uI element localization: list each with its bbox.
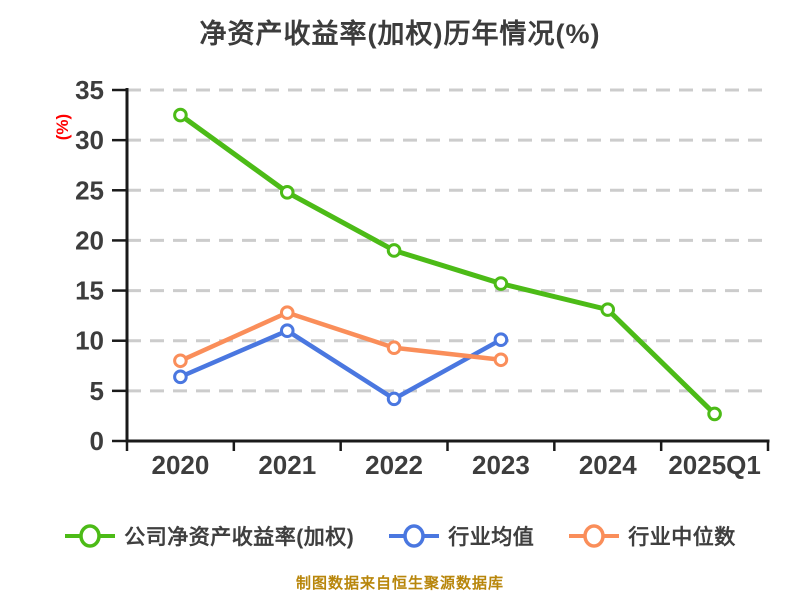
company-roe-weighted-data-point-marker — [279, 184, 295, 200]
legend-item-industry-median: 行业中位数 — [568, 521, 736, 551]
industry-median-legend-marker-icon — [569, 524, 620, 548]
company-roe-weighted-data-point-marker — [386, 243, 402, 258]
y-tick-label: 0 — [90, 426, 104, 456]
company-roe-legend-marker-icon — [65, 524, 116, 548]
industry-average-data-point-marker — [386, 391, 402, 407]
industry-average-data-point-marker — [173, 369, 188, 385]
company-roe-weighted-data-point-marker — [493, 276, 509, 291]
chart-title: 净资产收益率(加权)历年情况(%) — [199, 19, 601, 49]
y-tick-label: 35 — [75, 75, 104, 105]
company-roe-weighted-line — [177, 112, 718, 417]
y-tick-label: 10 — [75, 326, 104, 356]
industry-median-data-point-marker — [279, 305, 295, 320]
data-source-note: 制图数据来自恒生聚源数据库 — [295, 575, 504, 592]
x-tick-label: 2021 — [258, 450, 316, 480]
legend-label-industry-median: 行业中位数 — [628, 526, 736, 549]
chart-legend: 公司净资产收益率(加权) 行业均值 行业中位数 — [0, 518, 800, 554]
legend-item-company-roe: 公司净资产收益率(加权) — [64, 521, 354, 551]
x-tick-label: 2023 — [472, 450, 530, 480]
company-roe-weighted-data-point-marker — [600, 302, 616, 317]
industry-median-line — [178, 310, 504, 364]
company-roe-weighted-data-point-marker — [173, 107, 188, 123]
company-roe-weighted-data-point-marker — [707, 406, 722, 422]
y-tick-label: 25 — [75, 175, 104, 205]
industry-average-data-point-marker — [279, 323, 295, 338]
x-tick-label: 2025Q1 — [668, 450, 761, 480]
y-tick-label: 20 — [75, 225, 104, 255]
legend-item-industry-average: 行业均值 — [388, 521, 534, 551]
y-tick-label: 30 — [75, 125, 104, 155]
industry-median-data-point-marker — [173, 353, 188, 369]
y-tick-label: 5 — [90, 376, 104, 406]
industry-average-legend-marker-icon — [389, 524, 440, 548]
industry-average-data-point-marker — [493, 332, 509, 348]
legend-label-industry-average: 行业均值 — [448, 526, 535, 549]
y-tick-label: 15 — [75, 276, 104, 306]
industry-average-line — [178, 328, 504, 402]
legend-label-company-roe: 公司净资产收益率(加权) — [124, 526, 355, 549]
industry-median-data-point-marker — [386, 340, 402, 356]
x-tick-label: 2020 — [151, 450, 209, 480]
x-tick-label: 2022 — [365, 450, 423, 480]
x-tick-label: 2024 — [579, 450, 637, 480]
industry-median-data-point-marker — [493, 352, 509, 368]
